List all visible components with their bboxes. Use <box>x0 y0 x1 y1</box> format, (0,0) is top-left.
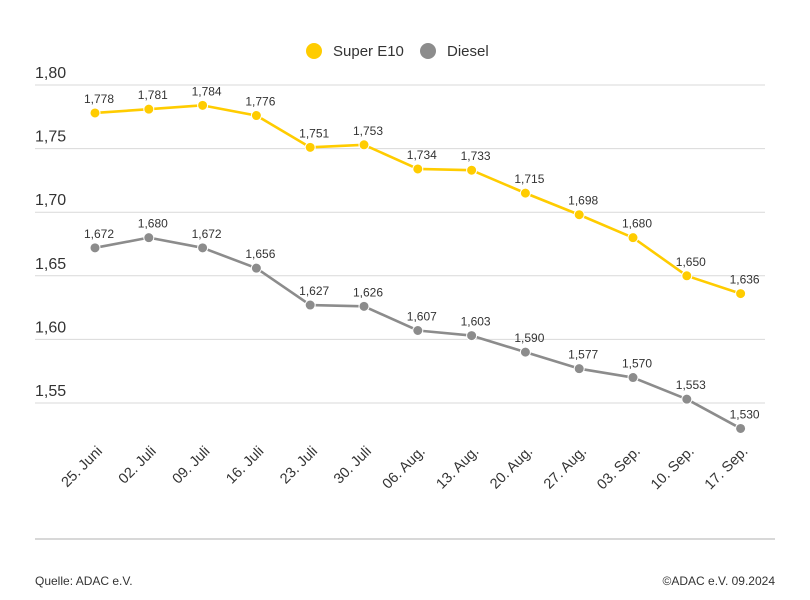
y-tick-label: 1,55 <box>35 383 66 400</box>
data-label: 1,778 <box>84 92 114 106</box>
data-label: 1,553 <box>676 378 706 392</box>
data-point <box>627 232 639 244</box>
data-point <box>143 103 155 115</box>
data-point <box>358 300 370 312</box>
data-label: 1,530 <box>730 407 760 421</box>
data-label: 1,590 <box>514 331 544 345</box>
grid <box>35 84 765 404</box>
x-tick-label: 10. Sep. <box>648 444 698 494</box>
x-tick-label: 25. Juni <box>59 444 106 491</box>
x-tick-label: 27. Aug. <box>541 444 590 493</box>
data-label: 1,734 <box>407 148 437 162</box>
x-tick-label: 30. Juli <box>331 444 375 488</box>
data-label: 1,784 <box>192 84 222 98</box>
legend-marker <box>420 43 436 59</box>
data-point <box>304 299 316 311</box>
data-label: 1,656 <box>245 247 275 261</box>
data-label: 1,781 <box>138 88 168 102</box>
x-tick-label: 02. Juli <box>116 444 160 488</box>
data-label: 1,672 <box>192 227 222 241</box>
data-label: 1,680 <box>622 217 652 231</box>
data-label: 1,570 <box>622 357 652 371</box>
data-point <box>89 107 101 119</box>
data-label: 1,680 <box>138 217 168 231</box>
footer-source: Quelle: ADAC e.V. <box>35 574 133 588</box>
x-tick-label: 06. Aug. <box>380 444 429 493</box>
data-point <box>681 270 693 282</box>
data-label: 1,753 <box>353 124 383 138</box>
data-point <box>197 242 209 254</box>
data-point <box>735 422 747 434</box>
data-point <box>735 288 747 300</box>
data-label: 1,626 <box>353 285 383 299</box>
data-point <box>304 141 316 153</box>
y-tick-label: 1,80 <box>35 65 66 82</box>
data-point <box>250 262 262 274</box>
x-tick-label: 23. Juli <box>277 444 321 488</box>
series-diesel: 1,672 1,680 1,672 1,656 1,627 1,626 1,607 1,603… <box>84 217 760 434</box>
data-label: 1,603 <box>461 315 491 329</box>
data-label: 1,751 <box>299 126 329 140</box>
data-label: 1,776 <box>245 95 275 109</box>
data-point <box>627 372 639 384</box>
data-point <box>681 393 693 405</box>
data-point <box>89 242 101 254</box>
y-tick-label: 1,75 <box>35 129 66 146</box>
y-tick-label: 1,60 <box>35 319 66 336</box>
data-label: 1,733 <box>461 149 491 163</box>
x-tick-label: 13. Aug. <box>433 444 482 493</box>
data-point <box>466 330 478 342</box>
data-point <box>519 346 531 358</box>
y-axis-ticks: 1,55 1,60 1,65 1,70 1,75 1,80 <box>35 65 66 400</box>
data-point <box>143 232 155 244</box>
data-point <box>412 163 424 175</box>
data-point <box>358 139 370 151</box>
x-tick-label: 09. Juli <box>170 444 214 488</box>
data-label: 1,672 <box>84 227 114 241</box>
data-label: 1,577 <box>568 348 598 362</box>
data-label: 1,627 <box>299 284 329 298</box>
data-point <box>197 99 209 111</box>
legend-label: Super E10 <box>333 43 404 60</box>
y-tick-label: 1,70 <box>35 192 66 209</box>
x-tick-label: 20. Aug. <box>487 444 536 493</box>
data-label: 1,607 <box>407 309 437 323</box>
series-group: 1,778 1,781 1,784 1,776 1,751 1,753 1,734 1,733… <box>84 84 760 434</box>
series-line <box>94 104 742 295</box>
data-label: 1,715 <box>514 172 544 186</box>
legend-marker <box>306 43 322 59</box>
data-point <box>412 324 424 336</box>
x-tick-label: 16. Juli <box>223 444 267 488</box>
x-tick-label: 17. Sep. <box>702 444 752 494</box>
legend: Super E10 Diesel <box>306 43 489 60</box>
y-tick-label: 1,65 <box>35 256 66 273</box>
data-point <box>519 187 531 199</box>
data-point <box>250 110 262 122</box>
data-label: 1,650 <box>676 255 706 269</box>
data-point <box>573 363 585 375</box>
footer-copyright: ©ADAC e.V. 09.2024 <box>663 574 776 588</box>
data-point <box>466 164 478 176</box>
x-tick-label: 03. Sep. <box>594 444 644 494</box>
data-label: 1,698 <box>568 194 598 208</box>
series-super-e10: 1,778 1,781 1,784 1,776 1,751 1,753 1,734 1,733… <box>84 84 760 300</box>
data-point <box>573 209 585 221</box>
data-label: 1,636 <box>730 273 760 287</box>
legend-label: Diesel <box>447 43 489 60</box>
x-axis-ticks: 25. Juni 02. Juli 09. Juli 16. Juli 23. Juli… <box>59 444 752 494</box>
